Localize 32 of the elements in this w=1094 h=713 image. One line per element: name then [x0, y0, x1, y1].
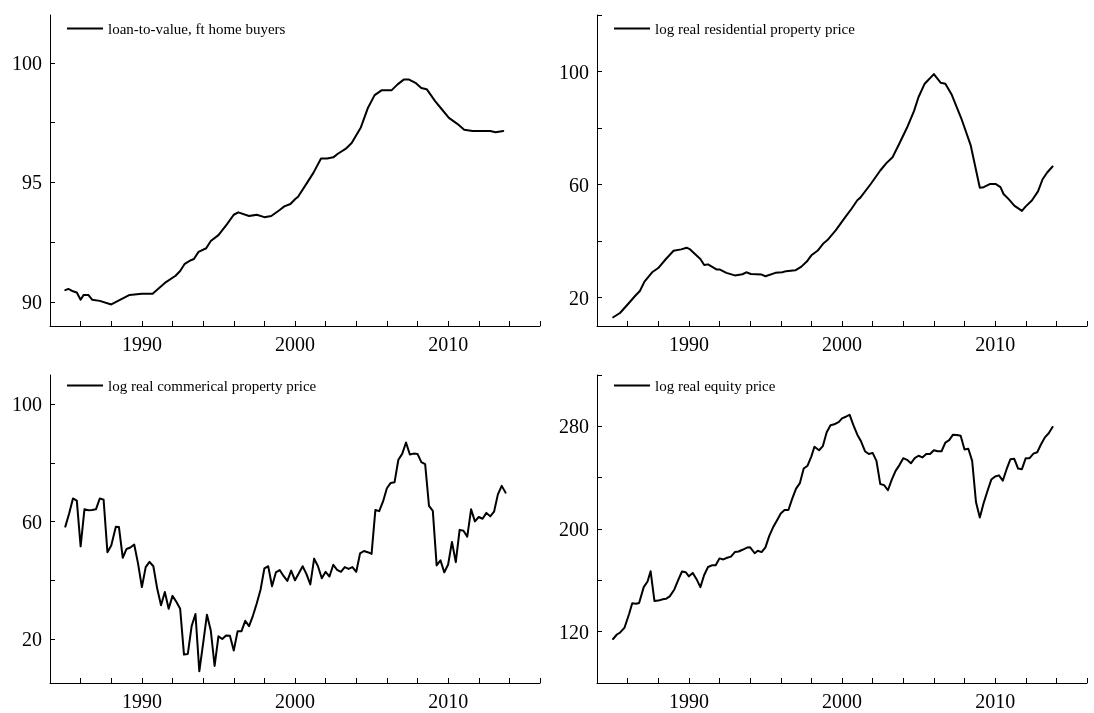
y-tick-label: 120 — [559, 620, 589, 643]
x-tick-label: 2010 — [428, 333, 469, 355]
x-tick-label: 2010 — [975, 690, 1016, 712]
x-tick-label: 1990 — [668, 690, 709, 712]
x-tick-label: 2010 — [975, 333, 1016, 355]
line-series — [64, 78, 505, 306]
y-tick-label: 100 — [559, 60, 589, 83]
y-tick-label: 20 — [22, 628, 42, 650]
x-tick-label: 2000 — [822, 333, 862, 355]
line-series — [612, 73, 1054, 319]
y-tick-label: 95 — [22, 171, 42, 194]
legend-label: log real equity price — [655, 377, 776, 394]
y-tick-label: 100 — [12, 393, 42, 416]
x-tick-label: 2000 — [822, 690, 862, 712]
line-series — [612, 413, 1054, 640]
x-tick-label: 1990 — [121, 690, 162, 712]
y-tick-label: 200 — [559, 518, 589, 540]
x-tick-label: 2010 — [428, 690, 469, 712]
y-tick-label: 280 — [559, 415, 589, 438]
y-tick-label: 60 — [569, 173, 589, 196]
y-tick-label: 20 — [569, 286, 589, 309]
y-tick-label: 100 — [12, 51, 42, 74]
line-series — [64, 441, 507, 673]
x-tick-label: 1990 — [668, 333, 709, 355]
x-tick-label: 2000 — [275, 690, 315, 712]
legend-label: log real commerical property price — [108, 377, 317, 394]
legend-label: log real residential property price — [655, 20, 856, 37]
y-tick-label: 60 — [22, 510, 42, 533]
x-tick-label: 2000 — [275, 333, 315, 355]
x-tick-label: 1990 — [121, 333, 162, 355]
y-tick-label: 90 — [22, 291, 42, 314]
legend-label: loan-to-value, ft home buyers — [108, 20, 286, 37]
